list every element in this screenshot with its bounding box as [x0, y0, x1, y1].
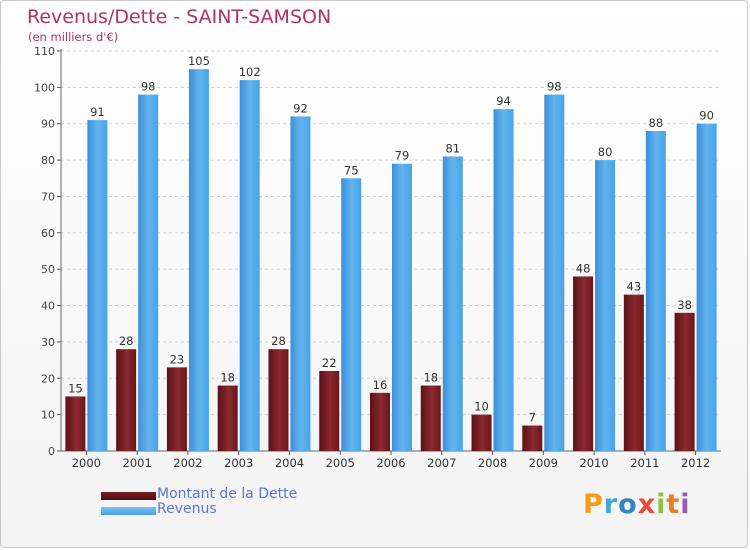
legend-swatch-revenus [101, 507, 156, 515]
y-tick-label: 110 [34, 45, 55, 58]
chart-title: Revenus/Dette - SAINT-SAMSON [27, 6, 332, 28]
data-label-dette: 10 [474, 400, 489, 414]
data-label-dette: 18 [220, 371, 235, 385]
bar-dette [370, 392, 390, 451]
bar-dette [623, 294, 644, 451]
x-tick-label: 2009 [529, 456, 558, 470]
data-label-dette: 23 [170, 352, 185, 366]
bar-dette [65, 396, 86, 451]
data-label-dette: 15 [68, 381, 83, 395]
data-label-revenus: 94 [496, 94, 511, 108]
data-label-dette: 7 [529, 411, 536, 425]
data-label-dette: 38 [677, 298, 692, 312]
y-tick-label: 100 [34, 81, 55, 94]
bar-revenus [392, 163, 412, 451]
data-label-revenus: 98 [141, 80, 156, 94]
bar-revenus [290, 116, 311, 452]
x-tick-label: 2007 [427, 456, 456, 470]
x-tick-label: 2010 [579, 456, 608, 470]
data-label-revenus: 88 [649, 116, 664, 130]
data-label-revenus: 79 [395, 149, 410, 163]
legend-label-dette: Montant de la Dette [157, 486, 298, 502]
y-tick-label: 0 [48, 445, 55, 458]
bar-dette [420, 385, 441, 451]
y-tick-label: 10 [41, 409, 55, 422]
data-label-revenus: 92 [293, 101, 308, 115]
bar-dette [674, 312, 695, 451]
logo-letter: r [603, 489, 619, 520]
logo-letter: o [618, 489, 638, 520]
data-label-revenus: 98 [547, 80, 562, 94]
y-tick-label: 90 [41, 118, 55, 131]
bar-revenus [442, 156, 463, 452]
data-label-revenus: 75 [344, 163, 359, 177]
logo-letter: i [656, 489, 667, 520]
bar-revenus [493, 109, 514, 451]
bar-dette [217, 385, 238, 451]
y-tick-label: 20 [41, 372, 55, 385]
data-label-dette: 43 [627, 280, 642, 294]
data-label-revenus: 105 [188, 54, 210, 68]
bar-revenus [188, 69, 209, 451]
chart-subtitle: (en milliers d'€) [28, 30, 119, 44]
x-tick-label: 2008 [478, 456, 507, 470]
data-label-revenus: 91 [90, 105, 105, 119]
legend-label-revenus: Revenus [157, 501, 217, 517]
bar-dette [471, 414, 492, 451]
data-label-revenus: 80 [598, 145, 613, 159]
x-tick-label: 2004 [275, 456, 304, 470]
x-tick-label: 2003 [224, 456, 253, 470]
bar-dette [166, 367, 187, 451]
data-label-dette: 22 [322, 356, 337, 370]
bar-revenus [341, 178, 362, 452]
legend-swatch-dette [101, 492, 156, 500]
y-tick-label: 40 [41, 300, 55, 313]
y-tick-label: 80 [41, 154, 55, 167]
data-label-revenus: 81 [445, 141, 460, 155]
x-tick-label: 2005 [326, 456, 355, 470]
bar-dette [573, 276, 594, 451]
bar-dette [319, 371, 340, 451]
y-tick-label: 70 [41, 190, 55, 203]
bar-revenus [595, 160, 616, 451]
logo-letter: i [680, 489, 691, 520]
y-tick-label: 60 [41, 227, 55, 240]
bar-revenus [138, 94, 159, 452]
bar-revenus [645, 131, 666, 451]
data-label-dette: 28 [119, 334, 134, 348]
bar-dette [116, 349, 137, 451]
x-tick-label: 2001 [123, 456, 152, 470]
y-tick-label: 50 [41, 263, 55, 276]
bar-revenus [544, 94, 565, 452]
data-label-revenus: 90 [699, 109, 714, 123]
bar-revenus [239, 80, 260, 451]
y-tick-label: 30 [41, 336, 55, 349]
x-tick-label: 2002 [173, 456, 202, 470]
bar-revenus [87, 120, 108, 451]
bar-revenus [696, 123, 717, 452]
logo-letter: P [583, 489, 604, 520]
data-label-dette: 16 [373, 378, 388, 392]
x-tick-label: 2012 [681, 456, 710, 470]
x-tick-label: 2000 [72, 456, 101, 470]
bar-dette [268, 349, 289, 451]
bar-dette [522, 425, 543, 451]
data-label-dette: 18 [423, 371, 438, 385]
data-label-dette: 28 [271, 334, 286, 348]
logo-letter: t [666, 489, 681, 520]
logo-letter: x [637, 489, 657, 520]
data-label-revenus: 102 [239, 65, 261, 79]
proxiti-logo: Proxiti [583, 489, 691, 520]
x-tick-label: 2006 [376, 456, 405, 470]
data-label-dette: 48 [576, 261, 591, 275]
x-tick-label: 2011 [630, 456, 659, 470]
